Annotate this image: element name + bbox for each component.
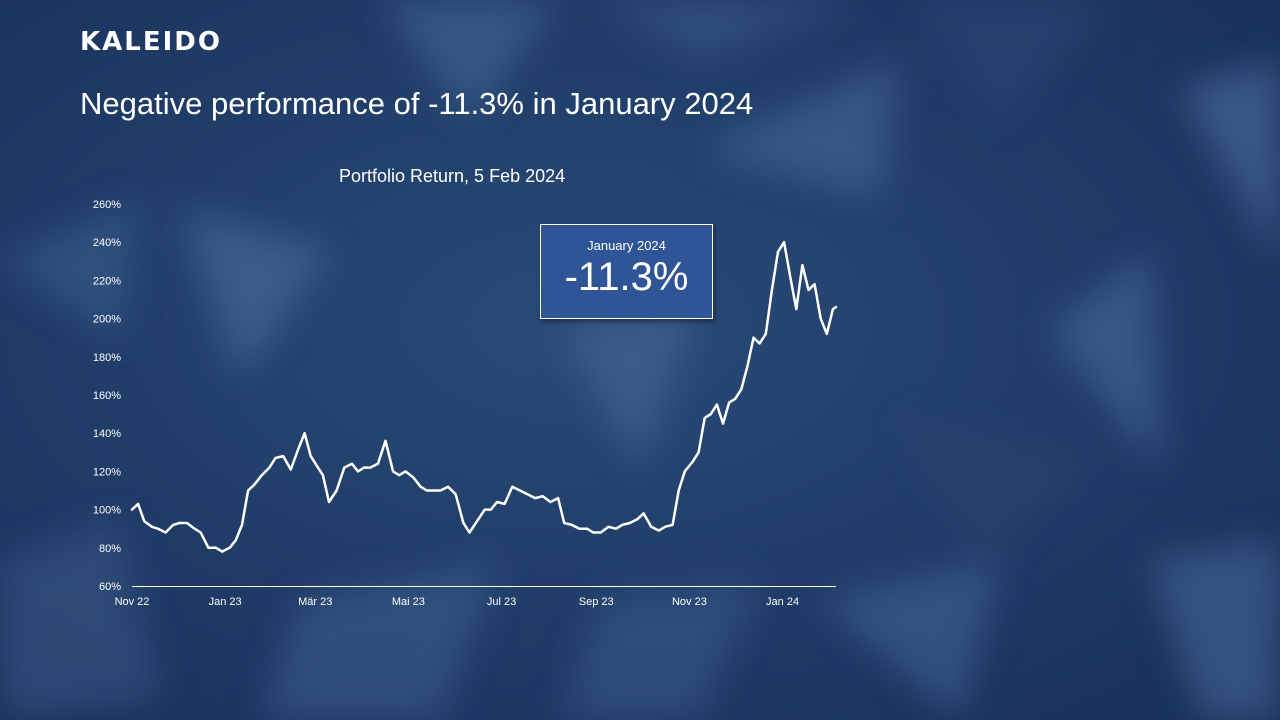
january-callout: January 2024 -11.3% (540, 224, 713, 319)
y-tick-label: 140% (93, 428, 121, 440)
callout-value: -11.3% (564, 255, 689, 299)
x-tick-label: Mär 23 (298, 596, 332, 608)
y-tick-label: 80% (99, 543, 121, 555)
page-headline: Negative performance of -11.3% in Januar… (80, 86, 754, 121)
x-axis: Nov 22 Jan 23 Mär 23 Mai 23 Jul 23 Sep 23 Nov … (115, 586, 836, 608)
brand-logo: KALEIDO (80, 27, 222, 57)
x-tick-label: Nov 23 (672, 596, 707, 608)
y-tick-label: 260% (93, 199, 121, 211)
x-tick-label: Jan 24 (766, 596, 799, 608)
y-tick-label: 220% (93, 275, 121, 287)
y-tick-label: 240% (93, 237, 121, 249)
callout-label: January 2024 (587, 238, 666, 253)
chart-title: Portfolio Return, 5 Feb 2024 (339, 166, 566, 186)
y-tick-label: 180% (93, 352, 121, 364)
y-tick-label: 200% (93, 314, 121, 326)
x-tick-label: Jul 23 (487, 596, 516, 608)
y-tick-label: 120% (93, 466, 121, 478)
y-axis: 60% 80% 100% 120% 140% 160% 180% 200% 220% 240% 26… (93, 199, 121, 593)
y-tick-label: 160% (93, 390, 121, 402)
x-tick-label: Mai 23 (392, 596, 425, 608)
y-tick-label: 60% (99, 581, 121, 593)
x-tick-label: Nov 22 (115, 596, 150, 608)
x-tick-label: Jan 23 (209, 596, 242, 608)
x-tick-label: Sep 23 (579, 596, 614, 608)
y-tick-label: 100% (93, 505, 121, 517)
series-line-portfolio-return (130, 240, 838, 553)
